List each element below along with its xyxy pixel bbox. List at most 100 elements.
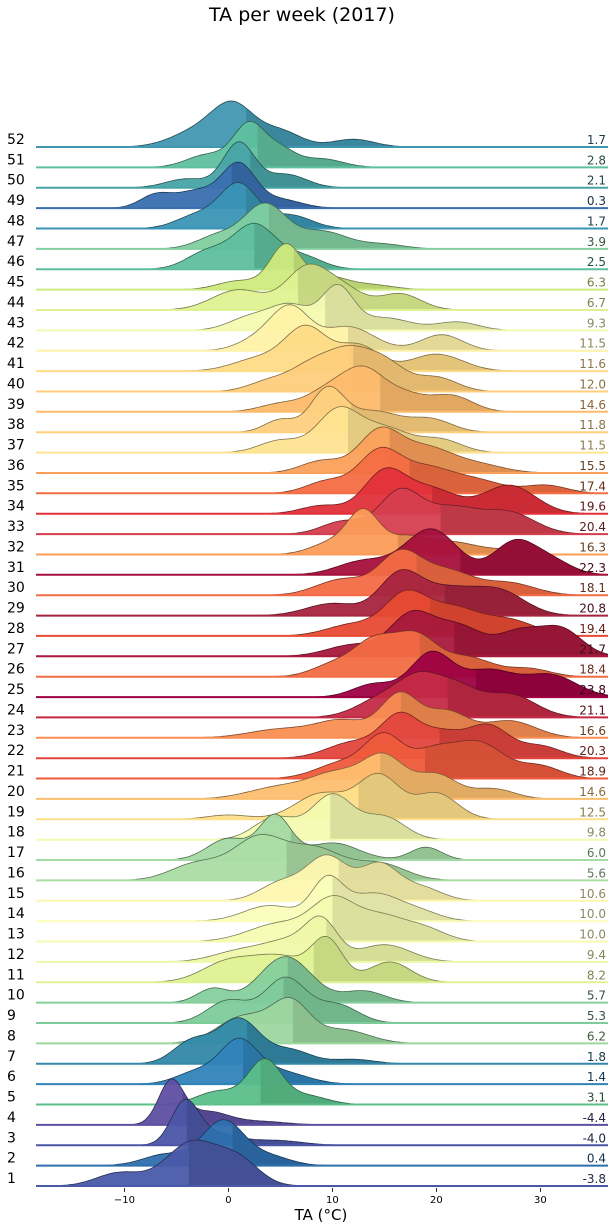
ridge-area-week-40 — [36, 345, 608, 392]
ridge-area-week-14 — [36, 875, 608, 922]
mean-label-week-39: 14.6 — [579, 398, 606, 412]
week-label-29: 29 — [7, 601, 25, 617]
week-label-9: 9 — [7, 1008, 16, 1024]
week-label-5: 5 — [7, 1090, 16, 1106]
mean-label-week-46: 2.5 — [587, 255, 606, 269]
ridge-area-week-48 — [36, 182, 608, 229]
mean-label-week-20: 14.6 — [579, 785, 606, 799]
week-label-4: 4 — [7, 1110, 16, 1126]
mean-label-week-24: 21.1 — [579, 703, 606, 717]
mean-label-week-33: 20.4 — [579, 520, 606, 534]
x-axis-label: TA (°C) — [294, 1206, 348, 1224]
mean-label-week-41: 11.6 — [579, 357, 606, 371]
ridge-outline-week-2 — [36, 1119, 608, 1166]
ridge-area-week-42 — [36, 304, 608, 351]
week-label-40: 40 — [7, 377, 25, 393]
week-label-39: 39 — [7, 397, 25, 413]
week-label-21: 21 — [7, 764, 25, 780]
mean-label-week-27: 21.7 — [579, 642, 606, 656]
mean-label-week-17: 6.0 — [587, 846, 606, 860]
week-label-37: 37 — [7, 438, 25, 454]
week-label-50: 50 — [7, 173, 25, 189]
mean-label-week-48: 1.7 — [587, 215, 606, 229]
week-label-49: 49 — [7, 193, 25, 209]
week-label-6: 6 — [7, 1069, 16, 1085]
week-label-18: 18 — [7, 825, 25, 841]
week-label-43: 43 — [7, 315, 25, 331]
ridge-area-week-2 — [36, 1119, 608, 1166]
mean-label-week-11: 8.2 — [587, 968, 606, 982]
mean-label-week-22: 20.3 — [579, 744, 606, 758]
week-label-35: 35 — [7, 478, 25, 494]
ridge-week-52: 52 1.7 — [7, 100, 608, 148]
mean-label-week-13: 10.0 — [579, 928, 606, 942]
mean-label-week-6: 1.4 — [587, 1070, 606, 1084]
x-tick-label-30: 30 — [534, 1195, 547, 1206]
mean-label-week-47: 3.9 — [587, 235, 606, 249]
ridge-area-week-38 — [36, 386, 608, 433]
ridge-area-week-52 — [36, 101, 608, 147]
ridge-area-week-32 — [36, 508, 608, 555]
mean-label-week-3: -4.0 — [583, 1131, 606, 1145]
mean-label-week-29: 20.8 — [579, 602, 606, 616]
mean-label-week-10: 5.7 — [587, 989, 606, 1003]
week-label-30: 30 — [7, 580, 25, 596]
mean-label-week-7: 1.8 — [587, 1050, 606, 1064]
week-label-14: 14 — [7, 906, 25, 922]
mean-label-week-19: 12.5 — [579, 805, 606, 819]
mean-label-week-16: 5.6 — [587, 866, 606, 880]
ridge-area-week-15 — [36, 854, 608, 901]
week-label-28: 28 — [7, 621, 25, 637]
week-label-13: 13 — [7, 927, 25, 943]
mean-label-week-1: -3.8 — [583, 1172, 606, 1186]
mean-label-week-28: 19.4 — [579, 622, 606, 636]
week-label-22: 22 — [7, 743, 25, 759]
ridges: 52 1.751 2.850 2.149 0.348 1.747 3.946 2.545 6.3… — [7, 100, 609, 1187]
mean-label-week-51: 2.8 — [587, 153, 606, 167]
week-label-41: 41 — [7, 356, 25, 372]
mean-label-week-35: 17.4 — [579, 479, 606, 493]
mean-label-week-5: 3.1 — [587, 1091, 606, 1105]
week-label-51: 51 — [7, 152, 25, 168]
week-label-12: 12 — [7, 947, 25, 963]
week-label-34: 34 — [7, 499, 25, 515]
week-label-11: 11 — [7, 967, 25, 983]
mean-label-week-8: 6.2 — [587, 1029, 606, 1043]
mean-label-week-44: 6.7 — [587, 296, 606, 310]
ridge-area-week-41 — [36, 325, 608, 372]
mean-label-week-34: 19.6 — [579, 500, 606, 514]
mean-label-week-38: 11.8 — [579, 418, 606, 432]
mean-label-week-42: 11.5 — [579, 337, 606, 351]
chart-title: TA per week (2017) — [208, 4, 395, 26]
week-label-23: 23 — [7, 723, 25, 739]
week-label-45: 45 — [7, 275, 25, 291]
mean-label-week-4: -4.4 — [583, 1111, 606, 1125]
week-label-27: 27 — [7, 641, 25, 657]
week-label-46: 46 — [7, 254, 25, 270]
mean-label-week-49: 0.3 — [587, 194, 606, 208]
mean-label-week-31: 22.3 — [579, 561, 606, 575]
x-axis: −10 0 10 20 30 — [114, 1188, 547, 1206]
ridge-outline-week-48 — [36, 182, 608, 229]
week-label-10: 10 — [7, 988, 25, 1004]
mean-label-week-50: 2.1 — [587, 174, 606, 188]
week-label-20: 20 — [7, 784, 25, 800]
mean-label-week-36: 15.5 — [579, 459, 606, 473]
mean-label-week-30: 18.1 — [579, 581, 606, 595]
mean-label-week-12: 9.4 — [587, 948, 606, 962]
week-label-48: 48 — [7, 214, 25, 230]
x-tick-label-20: 20 — [430, 1195, 443, 1206]
ridge-area-week-43 — [36, 284, 608, 331]
ridge-week-2: 2 0.4 — [7, 1119, 608, 1167]
ridge-area-week-37 — [36, 406, 608, 453]
week-label-19: 19 — [7, 804, 25, 820]
week-label-8: 8 — [7, 1028, 16, 1044]
mean-label-week-18: 9.8 — [587, 826, 606, 840]
ridge-outline-week-52 — [36, 100, 608, 148]
week-label-31: 31 — [7, 560, 25, 576]
week-label-52: 52 — [7, 132, 25, 148]
week-label-36: 36 — [7, 458, 25, 474]
week-label-7: 7 — [7, 1049, 16, 1065]
mean-label-week-15: 10.6 — [579, 887, 606, 901]
week-label-24: 24 — [7, 702, 25, 718]
